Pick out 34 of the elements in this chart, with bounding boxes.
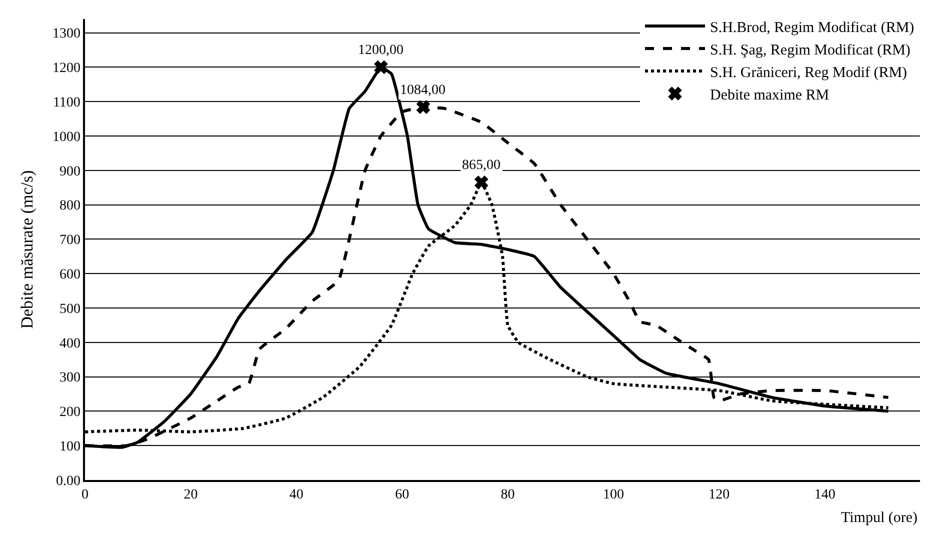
- x-tick-label: 140: [814, 488, 836, 503]
- point: [374, 60, 388, 74]
- x-tick-label: 100: [602, 488, 624, 503]
- y-tick-label: 900: [59, 164, 80, 180]
- x-axis-title: Timpul (ore): [841, 510, 918, 526]
- y-tick-label: 800: [59, 198, 80, 214]
- x-tick-label: 80: [500, 488, 515, 503]
- y-tick-label: 1000: [52, 130, 80, 145]
- y-tick-label: 0.00: [56, 474, 80, 489]
- y-tick-label: 1300: [52, 26, 80, 42]
- legend-label: Debite maxime RM: [710, 87, 830, 104]
- x-tick-label: 120: [708, 488, 730, 503]
- x-tick-label: 60: [395, 488, 410, 503]
- y-tick-label: 1100: [52, 95, 80, 110]
- y-tick-label: 1200: [52, 61, 80, 76]
- x-tick-label: 40: [289, 488, 304, 503]
- y-tick-label: 300: [59, 370, 80, 386]
- point: [474, 176, 488, 190]
- y-tick-label: 600: [59, 267, 80, 282]
- y-tick-label: 100: [59, 440, 80, 454]
- x-tick-label: 20: [184, 488, 198, 503]
- data-label: 865,00: [462, 158, 500, 173]
- y-tick-label: 400: [59, 336, 80, 352]
- legend-label: S.H. Grăniceri, Reg Modif (RM): [710, 64, 908, 81]
- y-tick-label: 500: [59, 302, 80, 317]
- y-axis-title: Debite măsurate (mc/s): [18, 170, 36, 329]
- y-tick-label: 200: [59, 405, 80, 420]
- y-tick-label: 700: [59, 233, 80, 248]
- data-label: 1084,00: [400, 83, 446, 98]
- legend-label: S.H. Şag, Regim Modificat (RM): [710, 42, 910, 58]
- point: [416, 100, 430, 114]
- data-label: 1200,00: [358, 43, 404, 58]
- legend-label: S.H.Brod, Regim Modificat (RM): [710, 20, 914, 36]
- x-tick-label: 0: [82, 488, 88, 503]
